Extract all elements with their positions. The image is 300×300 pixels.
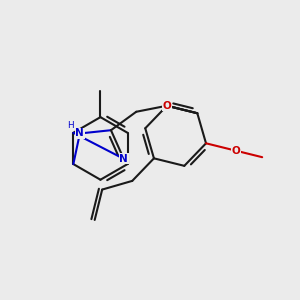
Text: N: N — [119, 154, 128, 164]
Text: H: H — [68, 121, 74, 130]
Text: O: O — [163, 101, 171, 111]
Text: O: O — [232, 146, 241, 156]
Text: N: N — [76, 128, 84, 139]
